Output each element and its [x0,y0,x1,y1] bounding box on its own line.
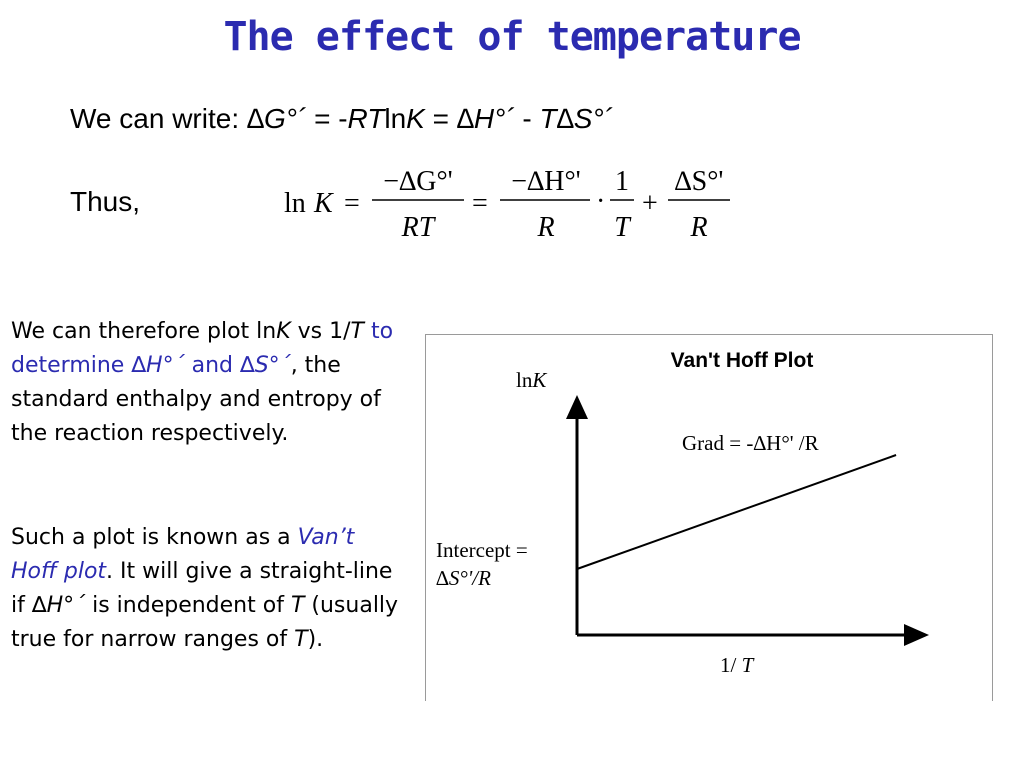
para1-text-2: vs 1/ [290,319,351,344]
equation-equals-2: = [424,103,457,134]
vant-hoff-paragraph: Such a plot is known as a Van’t Hoff plo… [11,521,401,657]
rt-term: RT [347,103,385,134]
x-axis-label-one: 1 [720,653,731,677]
para1-blue-1: to determine [11,319,394,378]
thus-label: Thus, [70,186,141,217]
plot-layer [576,454,897,570]
para1-text-3: , the standard enthalpy and entropy of t… [11,353,381,446]
intercept-annotation-line1: Intercept = [436,538,528,562]
explanation-paragraph: We can therefore plot lnK vs 1/T to dete… [11,315,401,451]
gibbs-equation: We can write: ∆G°´ = -RTlnK = ∆H°´ - T∆S… [70,103,613,135]
formula-den4: R [689,212,707,243]
vant-hoff-chart: Van't Hoff Plot lnK 1/ T Grad = -∆H°' /R… [425,334,993,701]
para2-delta-h: ∆H°´ [31,593,86,618]
formula-num4: ∆S°' [675,166,724,197]
para1-delta-s: ∆S°´ [240,353,291,378]
vant-hoff-formula: ln K = −∆G°' RT = −∆H°' R · 1 T + ∆S°' R [284,166,730,243]
chart-title: Van't Hoff Plot [671,349,814,372]
para1-text-1: We can therefore plot ln [11,319,277,344]
para2-t-end: T [294,627,308,652]
x-axis-label: 1/ T [720,653,755,677]
vant-hoff-chart-svg: Van't Hoff Plot lnK 1/ T Grad = -∆H°' /R… [436,349,929,677]
para2-text-1: Such a plot is known as a [11,525,298,550]
equation-minus: - [514,103,540,134]
y-axis-label: lnK [516,368,547,392]
delta-g-term: ∆G°´ [246,103,307,134]
series-line-0 [576,454,897,570]
formula-den1: RT [401,212,437,243]
delta-h-term: ∆H°´ [456,103,515,134]
para2-text-2: . It will give a straight-line if [11,559,393,618]
y-axis-label-k: K [531,368,547,392]
y-axis-label-ln: ln [516,368,533,392]
intercept-annotation-line2: ∆S°'/R [436,566,491,590]
formula-num1: −∆G°' [383,166,452,197]
formula-den2: R [536,212,554,243]
gradient-annotation: Grad = -∆H°' /R [682,431,819,455]
vant-hoff-plot-term: Van’t Hoff plot [11,525,355,584]
equation-equals: = - [306,103,348,134]
y-axis-arrowhead [566,395,588,419]
para2-text-5: ). [307,627,324,652]
para2-text-4: (usually true for narrow ranges of [11,593,399,652]
x-axis-label-t: T [742,653,755,677]
formula-den3: T [614,212,632,243]
slide-title: The effect of temperature [223,14,801,60]
formula-num3: 1 [615,166,629,197]
para1-t: T [350,319,364,344]
formula-dot: · [596,186,605,217]
formula-ln: ln [284,188,306,219]
k-term: K [406,103,425,134]
formula-num2: −∆H°' [511,166,580,197]
t-delta-s-term: T∆S°´ [539,103,613,134]
formula-eq2: = [472,188,488,219]
formula-eq1: = [344,188,360,219]
equation-prefix: We can write: [70,103,247,134]
formula-k: K [313,188,334,219]
para1-blue-2: and [184,353,240,378]
para2-t: T [290,593,305,618]
formula-plus: + [642,188,658,219]
para1-delta-h: ∆H°´ [131,353,185,378]
ln-term: ln [384,103,407,134]
x-axis-arrowhead [904,624,929,646]
para1-k: K [276,319,291,344]
para2-text-3: is independent of [85,593,291,618]
